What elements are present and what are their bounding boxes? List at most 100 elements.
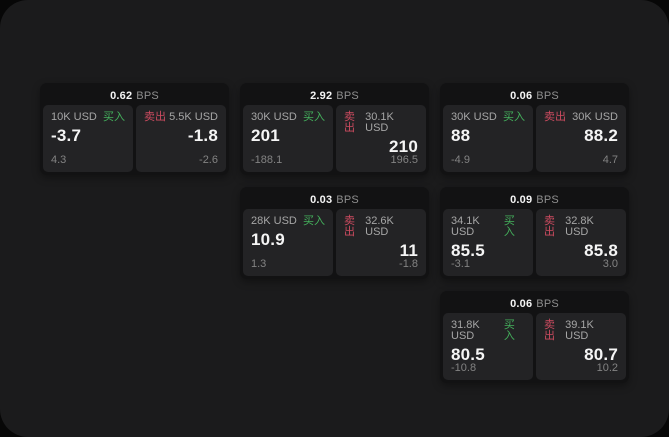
sell-change: 196.5 — [390, 154, 418, 166]
buy-side-label: 买入 — [503, 319, 515, 342]
panels: 30K USD 买入 88 -4.9 卖出 30K USD 88.2 4.7 — [443, 105, 626, 172]
sell-label-row: 卖出 32.8K USD — [544, 216, 618, 238]
bps-unit: BPS — [336, 89, 359, 102]
buy-price: 10.9 — [251, 230, 285, 249]
bps-value: 0.09 — [510, 193, 533, 206]
sell-size-label: 32.6K USD — [365, 215, 394, 238]
buy-panel[interactable]: 28K USD 买入 10.9 1.3 — [243, 209, 333, 276]
buy-panel[interactable]: 34.1K USD 买入 85.5 -3.1 — [443, 209, 533, 276]
bps-value: 0.06 — [510, 297, 533, 310]
bps-header: 0.62 BPS — [43, 86, 226, 105]
sell-size-label: 32.8K USD — [565, 215, 594, 238]
sell-panel[interactable]: 卖出 32.8K USD 85.8 3.0 — [536, 209, 626, 276]
sell-price: 88.2 — [584, 126, 618, 145]
buy-price: 80.5 — [451, 345, 485, 364]
sell-change: 3.0 — [602, 258, 618, 270]
sell-size-label: 5.5K USD — [169, 111, 218, 123]
panels: 28K USD 买入 10.9 1.3 卖出 32.6K USD 11 -1.8 — [243, 209, 426, 276]
buy-price: -3.7 — [51, 126, 82, 145]
bps-unit: BPS — [536, 297, 559, 310]
buy-change: -4.9 — [451, 154, 470, 166]
buy-label-row: 28K USD 买入 — [251, 216, 325, 227]
sell-price: 11 — [399, 241, 418, 260]
buy-panel[interactable]: 30K USD 买入 201 -188.1 — [243, 105, 333, 172]
bps-unit: BPS — [536, 89, 559, 102]
sell-change: -1.8 — [399, 258, 418, 270]
sell-price: 210 — [389, 137, 418, 156]
sell-label-row: 卖出 30.1K USD — [344, 112, 418, 134]
sell-change: 4.7 — [602, 154, 618, 166]
bps-header: 0.09 BPS — [443, 190, 626, 209]
buy-side-label: 买入 — [503, 215, 515, 238]
sell-panel[interactable]: 卖出 30.1K USD 210 196.5 — [336, 105, 426, 172]
panels: 10K USD 买入 -3.7 4.3 卖出 5.5K USD -1.8 -2.… — [43, 105, 226, 172]
sell-price: -1.8 — [187, 126, 218, 145]
bps-header: 0.06 BPS — [443, 294, 626, 313]
buy-change: -188.1 — [251, 154, 283, 166]
buy-label-row: 34.1K USD 买入 — [451, 216, 525, 238]
buy-size-label: 31.8K USD — [451, 319, 480, 342]
sell-size-label: 39.1K USD — [565, 319, 594, 342]
bps-value: 0.06 — [510, 89, 533, 102]
sell-label-row: 卖出 5.5K USD — [144, 112, 218, 123]
quote-card-grid: 0.62 BPS 10K USD 买入 -3.7 4.3 卖出 5.5K USD… — [40, 83, 629, 383]
bps-header: 0.03 BPS — [243, 190, 426, 209]
quote-card: 0.06 BPS 31.8K USD 买入 80.5 -10.8 卖出 39.1… — [440, 291, 629, 383]
buy-size-label: 30K USD — [251, 111, 297, 123]
buy-side-label: 买入 — [303, 215, 325, 227]
sell-panel[interactable]: 卖出 39.1K USD 80.7 10.2 — [536, 313, 626, 380]
buy-label-row: 10K USD 买入 — [51, 112, 125, 123]
sell-change: 10.2 — [596, 362, 618, 374]
buy-change: 4.3 — [51, 154, 67, 166]
sell-change: -2.6 — [199, 154, 218, 166]
sell-label-row: 卖出 32.6K USD — [344, 216, 418, 238]
buy-change: -10.8 — [451, 362, 477, 374]
buy-size-label: 34.1K USD — [451, 215, 480, 238]
buy-price: 88 — [451, 126, 471, 145]
sell-side-label: 卖出 — [544, 111, 566, 123]
quote-card: 0.62 BPS 10K USD 买入 -3.7 4.3 卖出 5.5K USD… — [40, 83, 229, 175]
sell-price: 80.7 — [584, 345, 618, 364]
bps-value: 2.92 — [310, 89, 333, 102]
buy-size-label: 10K USD — [51, 111, 97, 123]
panels: 31.8K USD 买入 80.5 -10.8 卖出 39.1K USD 80.… — [443, 313, 626, 380]
sell-panel[interactable]: 卖出 5.5K USD -1.8 -2.6 — [136, 105, 226, 172]
buy-price: 85.5 — [451, 241, 485, 260]
quote-card: 0.03 BPS 28K USD 买入 10.9 1.3 卖出 32.6K US… — [240, 187, 429, 279]
bps-value: 0.62 — [110, 89, 133, 102]
bps-unit: BPS — [336, 193, 359, 206]
bps-unit: BPS — [136, 89, 159, 102]
quote-card: 0.06 BPS 30K USD 买入 88 -4.9 卖出 30K USD 8… — [440, 83, 629, 175]
buy-panel[interactable]: 10K USD 买入 -3.7 4.3 — [43, 105, 133, 172]
buy-side-label: 买入 — [503, 111, 525, 123]
sell-size-label: 30.1K USD — [365, 111, 394, 134]
buy-label-row: 30K USD 买入 — [251, 112, 325, 123]
buy-label-row: 30K USD 买入 — [451, 112, 525, 123]
sell-panel[interactable]: 卖出 30K USD 88.2 4.7 — [536, 105, 626, 172]
sell-size-label: 30K USD — [572, 111, 618, 123]
buy-side-label: 买入 — [303, 111, 325, 123]
bps-unit: BPS — [536, 193, 559, 206]
buy-price: 201 — [251, 126, 280, 145]
buy-panel[interactable]: 30K USD 买入 88 -4.9 — [443, 105, 533, 172]
sell-side-label: 卖出 — [544, 215, 555, 238]
sell-panel[interactable]: 卖出 32.6K USD 11 -1.8 — [336, 209, 426, 276]
sell-price: 85.8 — [584, 241, 618, 260]
bps-header: 0.06 BPS — [443, 86, 626, 105]
buy-size-label: 30K USD — [451, 111, 497, 123]
panels: 30K USD 买入 201 -188.1 卖出 30.1K USD 210 1… — [243, 105, 426, 172]
buy-change: -3.1 — [451, 258, 470, 270]
panels: 34.1K USD 买入 85.5 -3.1 卖出 32.8K USD 85.8… — [443, 209, 626, 276]
buy-label-row: 31.8K USD 买入 — [451, 320, 525, 342]
buy-side-label: 买入 — [103, 111, 125, 123]
buy-change: 1.3 — [251, 258, 267, 270]
bps-header: 2.92 BPS — [243, 86, 426, 105]
quote-card: 0.09 BPS 34.1K USD 买入 85.5 -3.1 卖出 32.8K… — [440, 187, 629, 279]
bps-value: 0.03 — [310, 193, 333, 206]
sell-side-label: 卖出 — [344, 215, 355, 238]
quote-card: 2.92 BPS 30K USD 买入 201 -188.1 卖出 30.1K … — [240, 83, 429, 175]
sell-label-row: 卖出 39.1K USD — [544, 320, 618, 342]
buy-panel[interactable]: 31.8K USD 买入 80.5 -10.8 — [443, 313, 533, 380]
buy-size-label: 28K USD — [251, 215, 297, 227]
sell-label-row: 卖出 30K USD — [544, 112, 618, 123]
